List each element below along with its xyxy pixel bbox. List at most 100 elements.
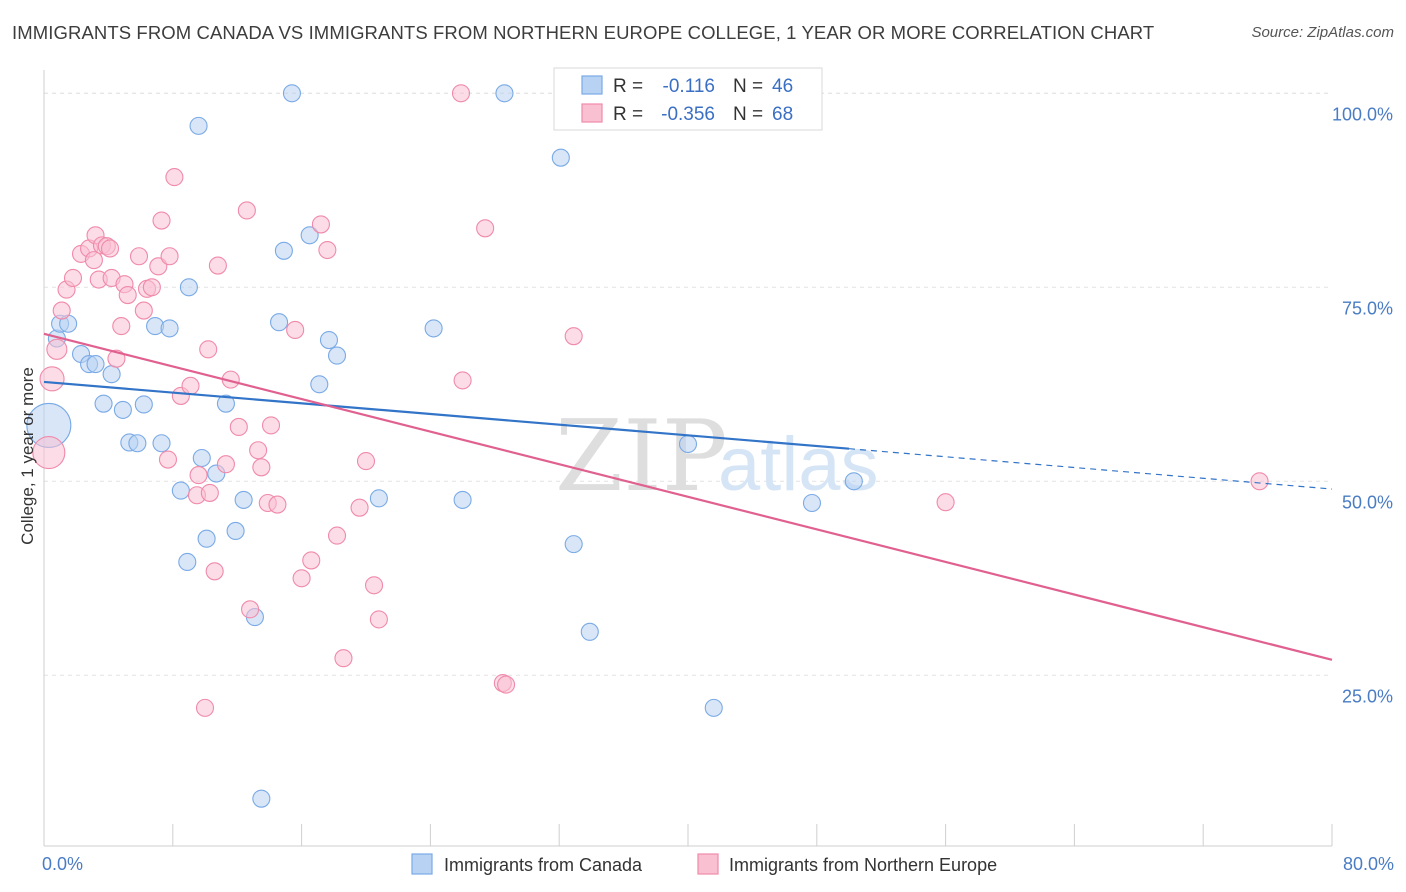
point-series1-5 bbox=[63, 268, 83, 288]
point-series0-19 bbox=[282, 84, 301, 103]
y-axis-tick-labels: 25.0% 50.0% 75.0% 100.0% bbox=[1332, 104, 1393, 706]
stats-box: R = -0.116 N = 46 R = -0.356 N = 68 bbox=[553, 67, 823, 131]
point-series0-44 bbox=[704, 698, 723, 717]
y-tick-label-25: 25.0% bbox=[1342, 686, 1393, 706]
point-series0-18 bbox=[274, 241, 293, 260]
point-series1-43 bbox=[252, 458, 271, 477]
point-series1-16 bbox=[112, 317, 131, 336]
x-axis-ticks bbox=[43, 824, 1333, 846]
point-series0-13 bbox=[152, 434, 171, 453]
point-series1-13 bbox=[100, 239, 120, 258]
point-series1-53 bbox=[334, 649, 353, 668]
point-series0-24 bbox=[327, 346, 347, 365]
legend: Immigrants from Canada Immigrants from N… bbox=[411, 853, 997, 875]
point-series0-8 bbox=[94, 394, 113, 413]
legend-swatch-canada bbox=[411, 853, 433, 875]
point-series1-2 bbox=[46, 338, 68, 360]
stats-n-value-canada: 46 bbox=[772, 76, 793, 97]
data-points bbox=[26, 82, 1269, 808]
point-series1-1 bbox=[39, 366, 65, 392]
trend-lines bbox=[43, 332, 1333, 661]
point-series0-41 bbox=[580, 622, 599, 641]
y-tick-label-100: 100.0% bbox=[1332, 104, 1393, 124]
point-series1-58 bbox=[451, 84, 471, 103]
point-series0-37 bbox=[453, 490, 472, 509]
point-series1-63 bbox=[564, 327, 583, 346]
stats-n-label-canada: N = bbox=[733, 76, 763, 97]
point-series1-42 bbox=[249, 441, 268, 460]
point-series1-37 bbox=[216, 455, 235, 474]
point-series0-31 bbox=[178, 552, 197, 572]
point-series0-7 bbox=[102, 365, 121, 384]
point-series1-23 bbox=[149, 257, 168, 276]
point-series0-9 bbox=[113, 400, 132, 419]
point-series0-34 bbox=[252, 789, 271, 808]
point-series0-17 bbox=[179, 278, 198, 297]
stats-r-value-northern-europe: -0.356 bbox=[661, 104, 715, 125]
point-series1-19 bbox=[129, 247, 149, 266]
point-series0-40 bbox=[564, 535, 583, 554]
legend-label-northern-europe: Immigrants from Northern Europe bbox=[729, 855, 997, 875]
point-series0-26 bbox=[192, 448, 211, 468]
watermark-zip: ZIP bbox=[555, 400, 728, 514]
stats-r-label-canada: R = bbox=[613, 76, 643, 97]
point-series0-6 bbox=[86, 355, 105, 374]
legend-swatch-northern-europe bbox=[697, 853, 719, 875]
y-tick-label-50: 50.0% bbox=[1342, 492, 1393, 512]
point-series0-29 bbox=[234, 490, 253, 509]
point-series1-39 bbox=[229, 417, 248, 437]
point-series1-0 bbox=[32, 436, 66, 470]
point-series0-28 bbox=[171, 481, 190, 500]
point-series0-23 bbox=[319, 330, 339, 350]
point-series1-32 bbox=[195, 698, 215, 717]
point-series1-26 bbox=[165, 168, 184, 187]
point-series0-25 bbox=[216, 394, 235, 413]
point-series1-15 bbox=[107, 349, 126, 368]
point-series1-46 bbox=[268, 495, 287, 514]
trend-line-extension-series0 bbox=[848, 448, 1333, 490]
point-series0-20 bbox=[300, 226, 319, 245]
point-series1-59 bbox=[453, 371, 472, 390]
point-series0-12 bbox=[128, 434, 147, 453]
point-series1-22 bbox=[142, 278, 161, 297]
point-series0-15 bbox=[160, 319, 179, 338]
watermark-atlas: atlas bbox=[718, 422, 879, 507]
point-series1-29 bbox=[181, 376, 200, 395]
point-series1-49 bbox=[302, 551, 321, 570]
point-series0-22 bbox=[310, 375, 329, 394]
stats-r-label-northern-europe: R = bbox=[613, 104, 643, 125]
stats-r-value-canada: -0.116 bbox=[663, 76, 715, 97]
source-credit: Source: ZipAtlas.com bbox=[1251, 24, 1394, 41]
point-series1-55 bbox=[356, 452, 376, 471]
y-axis-label: College, 1 year or more bbox=[18, 367, 37, 545]
point-series1-48 bbox=[292, 569, 311, 588]
point-series1-3 bbox=[52, 301, 71, 320]
point-series1-64 bbox=[936, 493, 955, 512]
point-series1-36 bbox=[208, 256, 227, 275]
point-series0-46 bbox=[844, 472, 863, 491]
point-series1-25 bbox=[160, 247, 179, 266]
point-series1-40 bbox=[237, 201, 256, 220]
point-series1-31 bbox=[189, 466, 208, 485]
point-series0-30 bbox=[197, 529, 216, 548]
point-series0-39 bbox=[551, 148, 570, 167]
legend-label-canada: Immigrants from Canada bbox=[444, 855, 643, 875]
stats-swatch-northern-europe bbox=[581, 103, 603, 123]
point-series0-16 bbox=[189, 116, 208, 135]
trend-line-series0 bbox=[43, 380, 850, 450]
y-tick-label-75: 75.0% bbox=[1342, 298, 1393, 318]
point-series1-57 bbox=[369, 610, 388, 629]
point-series1-18 bbox=[118, 285, 137, 305]
point-series1-24 bbox=[152, 211, 171, 230]
trend-line-series1 bbox=[43, 332, 1333, 661]
point-series1-56 bbox=[364, 576, 384, 595]
x-tick-label-max: 80.0% bbox=[1343, 854, 1394, 874]
point-series0-36 bbox=[424, 319, 443, 338]
point-series1-34 bbox=[199, 340, 218, 359]
point-series1-20 bbox=[134, 301, 153, 320]
point-series1-45 bbox=[261, 416, 281, 435]
point-series0-32 bbox=[226, 521, 245, 540]
point-series1-8 bbox=[84, 251, 103, 270]
x-tick-label-min: 0.0% bbox=[42, 854, 83, 874]
